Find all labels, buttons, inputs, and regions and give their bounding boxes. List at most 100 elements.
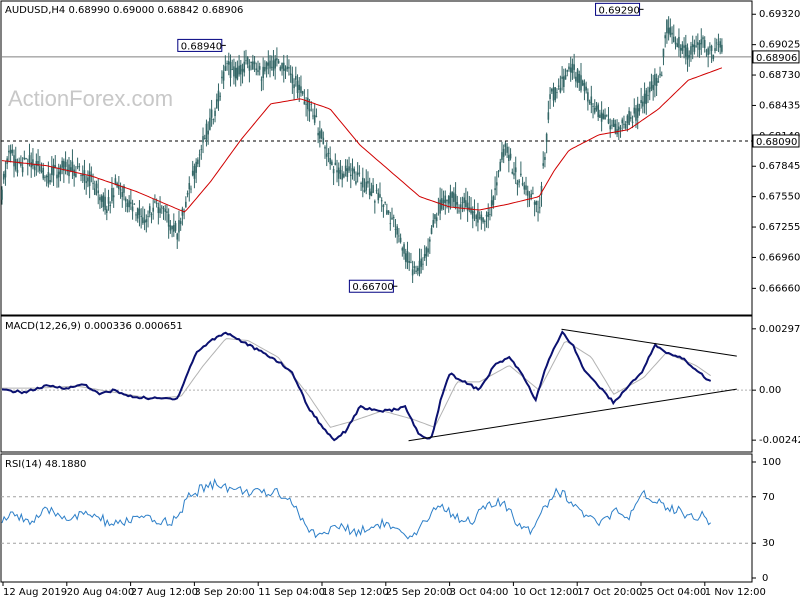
price-bar-body [279, 67, 282, 71]
price-bar-body [159, 208, 161, 214]
price-bar-body [563, 76, 565, 88]
y-tick-label: 0.00 [759, 385, 781, 396]
price-bar-body [75, 173, 77, 178]
price-annotation-label: 0.69290 [599, 5, 640, 16]
y-tick-label: 30 [762, 538, 775, 549]
x-tick-label: 27 Aug 12:00 [131, 587, 198, 598]
price-bar-body [587, 92, 589, 102]
price-bar-body [97, 190, 100, 194]
price-bar-body [71, 161, 74, 172]
price-bar-body [160, 206, 163, 208]
price-bar-body [545, 133, 548, 142]
price-bar-body [630, 117, 632, 119]
price-bar-body [18, 161, 20, 163]
y-tick-label: 0.66660 [759, 283, 800, 294]
price-bar-body [119, 189, 122, 191]
price-bar-body [355, 181, 357, 184]
price-bar-body [547, 112, 550, 120]
watermark: ActionForex.com [8, 86, 173, 111]
y-tick-label: -0.00242 [759, 435, 800, 446]
x-tick-label: 11 Sep 04:00 [258, 587, 325, 598]
price-bar-body [621, 119, 624, 124]
price-bar-body [676, 43, 679, 47]
price-bar-body [2, 173, 5, 180]
price-bar-body [360, 183, 362, 184]
price-bar-body [269, 60, 271, 69]
price-bar-body [480, 214, 483, 221]
price-bar-body [628, 110, 630, 126]
price-bar-body [133, 203, 136, 205]
price-bar-body [650, 81, 653, 89]
price-bar-body [14, 158, 17, 170]
price-bar-body [305, 104, 307, 106]
price-bar-body [49, 179, 51, 183]
price-bar-body [4, 170, 7, 178]
price-bar-body [471, 210, 474, 219]
price-bar-body [549, 94, 551, 99]
price-bar-body [372, 185, 374, 193]
price-bar-body [640, 100, 642, 103]
price-bar-body [506, 146, 508, 153]
price-bar-body [68, 164, 70, 177]
price-bar-body [561, 76, 563, 79]
price-bar-body [618, 126, 620, 131]
price-bar-body [212, 119, 215, 120]
price-bar-body [296, 80, 299, 93]
price-bar-body [447, 196, 450, 204]
price-bar-body [477, 210, 479, 223]
price-bar-body [63, 160, 65, 171]
price-bar-body [126, 202, 129, 207]
price-bar-body [109, 204, 112, 207]
price-bar-body [456, 202, 459, 205]
price-bar-body [37, 160, 39, 167]
price-bar-body [262, 66, 264, 79]
price-bar-body [28, 155, 31, 163]
price-bar-body [152, 207, 154, 212]
price-bar-body [502, 148, 505, 157]
price-bar-body [660, 74, 663, 76]
rsi-y-axis: 100 70 30 0 [1, 457, 781, 584]
price-bar-body [169, 225, 172, 231]
x-tick-label: 17 Oct 20:00 [577, 587, 642, 598]
price-bar-body [604, 114, 606, 120]
price-bar-body [173, 225, 175, 232]
price-bar-body [624, 123, 627, 129]
price-bar-body [13, 155, 15, 167]
price-bar-body [349, 174, 352, 177]
price-bar-body [240, 64, 242, 75]
price-bar-body [429, 239, 431, 242]
price-bar-body [647, 94, 649, 96]
price-bar-body [631, 121, 634, 123]
price-bar-body [592, 106, 594, 107]
price-bar-body [466, 202, 469, 211]
price-bar-body [282, 62, 285, 71]
price-bar-body [453, 192, 455, 202]
price-bar-body [520, 173, 522, 176]
price-bar-body [88, 171, 91, 186]
price-bar-body [554, 87, 557, 101]
price-bar-body [475, 215, 477, 219]
price-bar-body [9, 149, 12, 154]
moving-average-line [1, 67, 723, 213]
price-bar-body [253, 61, 256, 65]
price-bar-body [588, 101, 591, 103]
price-bar-body [478, 217, 481, 219]
price-horizontal-levels: 0.68906 0.68090 [1, 50, 800, 148]
price-bar-body [664, 35, 666, 39]
price-bar-body [526, 190, 529, 196]
price-bar-body [697, 42, 699, 45]
price-bar-body [384, 201, 386, 203]
price-bar-body [203, 138, 206, 140]
price-bar-body [250, 61, 252, 64]
price-bar-body [1, 189, 3, 200]
price-bar-body [494, 188, 496, 191]
price-bar-body [185, 201, 187, 207]
price-bar-body [377, 192, 380, 201]
price-bar-body [420, 258, 423, 267]
price-bar-body [702, 37, 704, 40]
price-bar-body [654, 74, 656, 86]
price-bar-body [404, 253, 407, 262]
price-bar-body [423, 254, 426, 259]
price-bar-body [413, 266, 416, 269]
y-tick-label: 70 [762, 492, 775, 503]
